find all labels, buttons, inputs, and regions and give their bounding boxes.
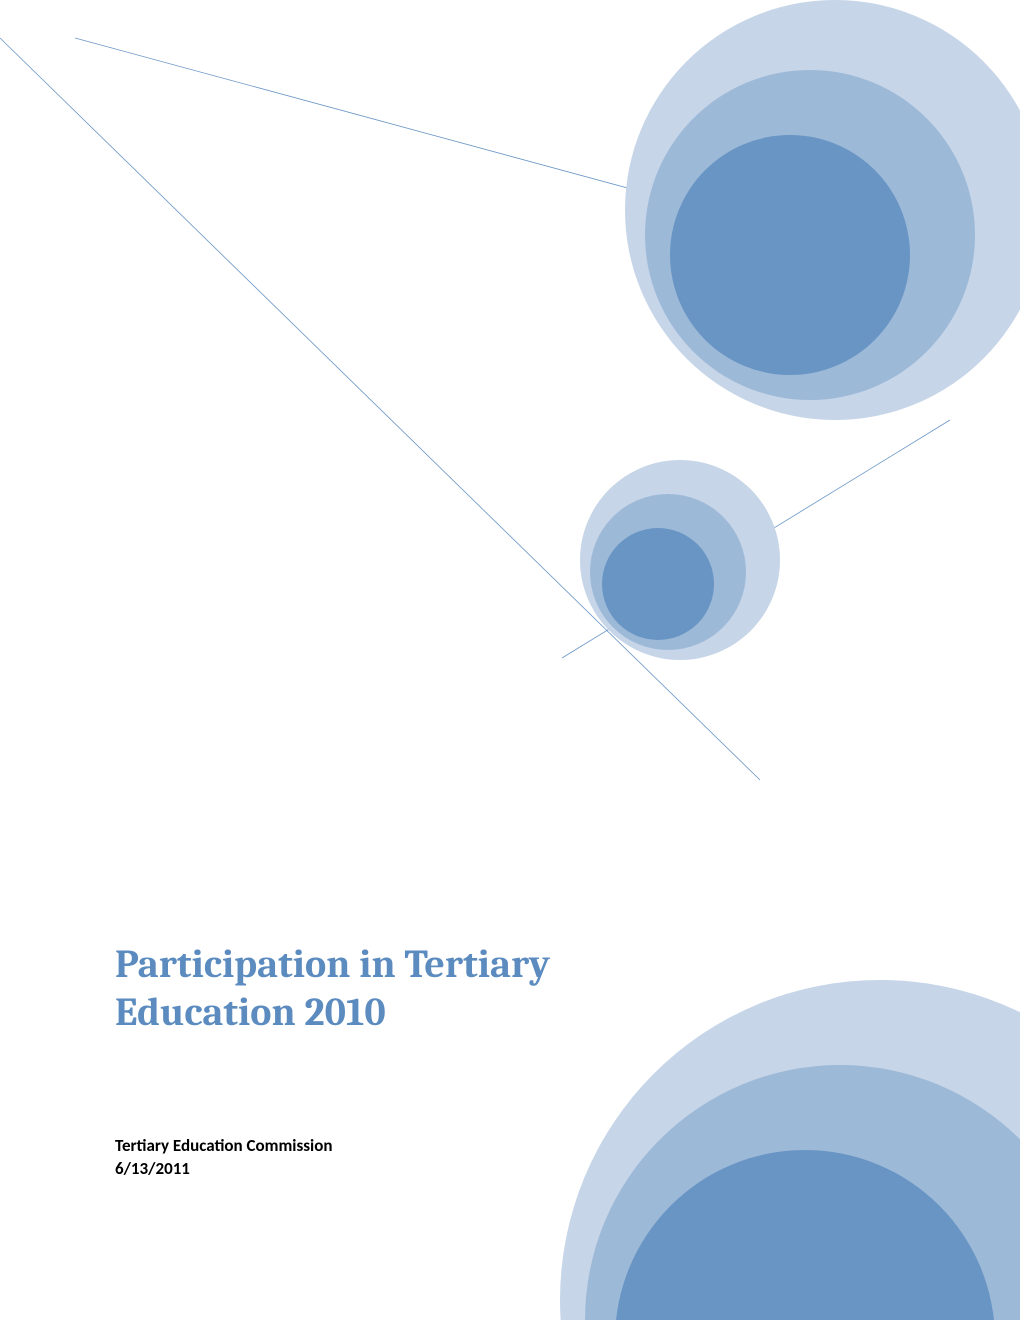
- document-title: Participation in Tertiary Education 2010: [115, 940, 615, 1036]
- diag-line-2: [75, 38, 716, 212]
- crescent-bottom: [560, 980, 1020, 1320]
- organization-name: Tertiary Education Commission: [115, 1135, 332, 1156]
- crescent-top: [625, 0, 1020, 420]
- document-date: 6/13/2011: [115, 1158, 190, 1179]
- crescent-middle: [580, 460, 780, 660]
- cover-art: [0, 0, 1020, 1320]
- cover-page: Participation in Tertiary Education 2010…: [0, 0, 1020, 1320]
